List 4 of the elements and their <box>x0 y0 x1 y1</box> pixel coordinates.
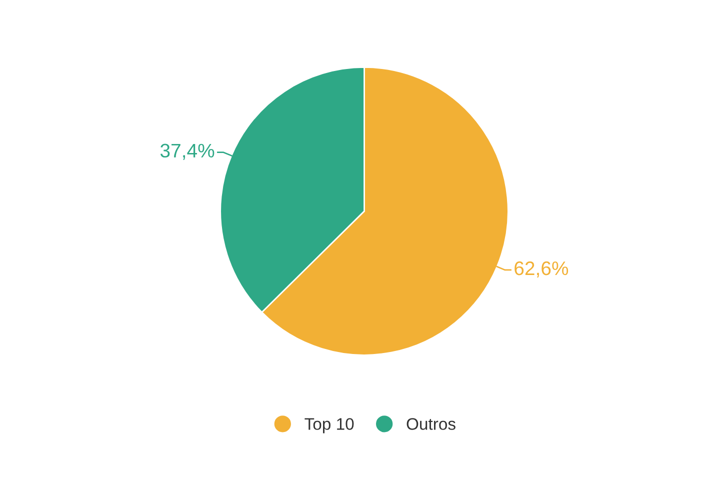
data-label: 62,6% <box>514 261 568 278</box>
legend-label: Outros <box>406 418 456 430</box>
data-label: 37,4% <box>160 144 214 160</box>
legend-label: Top 10 <box>304 418 354 434</box>
